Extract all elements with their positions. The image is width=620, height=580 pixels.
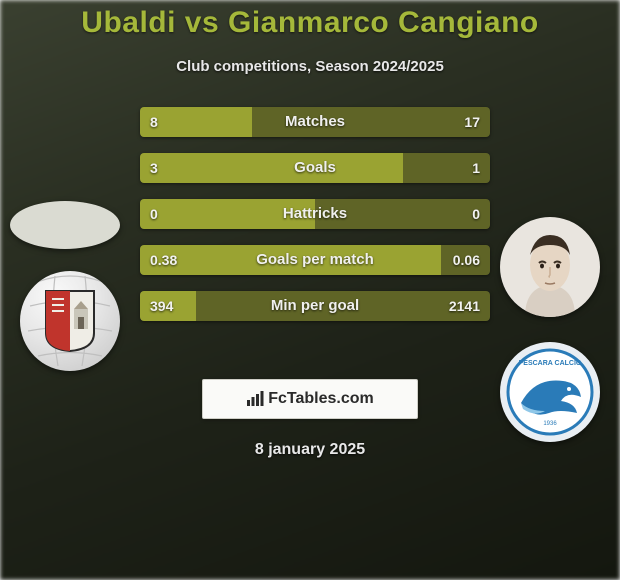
stat-value-left: 3 <box>150 153 158 183</box>
stat-bar-left <box>140 199 315 229</box>
brand-label: FcTables.com <box>268 390 374 408</box>
club-right-badge: PESCARA CALCIO 1936 <box>500 342 600 442</box>
comparison-card: Ubaldi vs Gianmarco Cangiano Club compet… <box>0 0 620 459</box>
stat-value-right: 0 <box>472 199 480 229</box>
club-left-crest-icon <box>44 289 96 353</box>
svg-text:1936: 1936 <box>543 421 557 427</box>
player-left-avatar <box>10 201 120 249</box>
club-right-crest-icon: PESCARA CALCIO 1936 <box>505 347 595 437</box>
player-right-face-icon <box>515 227 585 317</box>
club-left-badge <box>20 271 120 371</box>
subtitle: Club competitions, Season 2024/2025 <box>0 58 620 75</box>
stat-row-matches: 8 Matches 17 <box>140 107 490 137</box>
stat-row-goals: 3 Goals 1 <box>140 153 490 183</box>
stat-value-right: 1 <box>472 153 480 183</box>
stat-bar-right <box>196 291 490 321</box>
stat-row-mpg: 394 Min per goal 2141 <box>140 291 490 321</box>
bar-chart-icon <box>246 391 264 407</box>
stat-value-right: 17 <box>464 107 480 137</box>
stat-bar-right <box>315 199 490 229</box>
page-title: Ubaldi vs Gianmarco Cangiano <box>0 6 620 40</box>
stat-value-left: 8 <box>150 107 158 137</box>
stat-bar-left <box>140 245 441 275</box>
stat-value-right: 2141 <box>449 291 480 321</box>
stat-value-right: 0.06 <box>453 245 480 275</box>
stat-value-left: 0.38 <box>150 245 177 275</box>
svg-text:PESCARA CALCIO: PESCARA CALCIO <box>519 360 582 367</box>
stat-value-left: 394 <box>150 291 173 321</box>
stat-bar-left <box>140 153 403 183</box>
brand-badge[interactable]: FcTables.com <box>202 379 418 419</box>
stat-row-gpm: 0.38 Goals per match 0.06 <box>140 245 490 275</box>
stat-value-left: 0 <box>150 199 158 229</box>
player-right-avatar <box>500 217 600 317</box>
stat-bars: 8 Matches 17 3 Goals 1 0 Hattricks 0 <box>140 107 490 337</box>
stat-row-hattricks: 0 Hattricks 0 <box>140 199 490 229</box>
comparison-area: PESCARA CALCIO 1936 8 Matches 17 3 Goals <box>0 107 620 357</box>
stat-bar-right <box>252 107 490 137</box>
date-label: 8 january 2025 <box>0 441 620 459</box>
